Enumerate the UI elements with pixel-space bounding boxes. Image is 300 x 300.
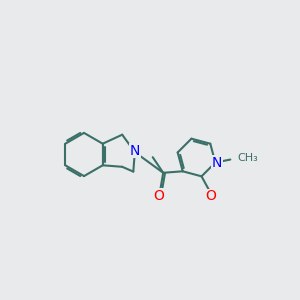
Text: N: N <box>212 155 222 170</box>
Text: O: O <box>153 189 164 202</box>
Text: N: N <box>130 144 140 158</box>
Text: O: O <box>205 189 216 203</box>
Text: CH₃: CH₃ <box>237 153 258 163</box>
